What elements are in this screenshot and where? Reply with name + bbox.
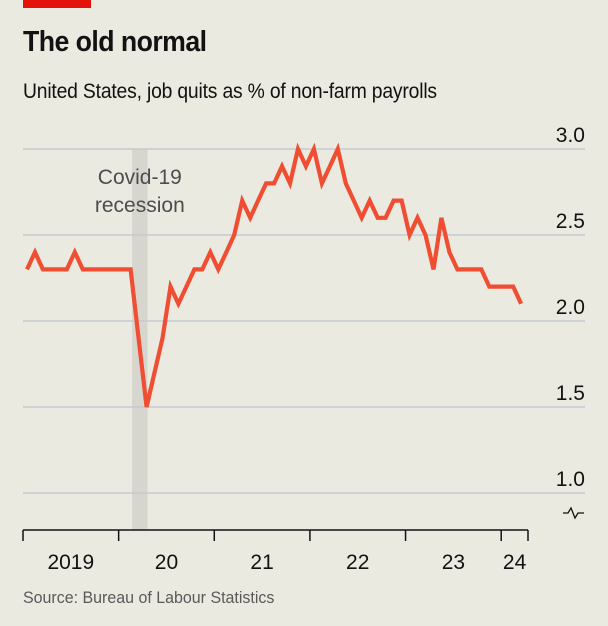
x-tick-label: 20 [155,551,178,574]
y-tick-label: 3.0 [556,124,585,147]
x-tick-label: 22 [346,551,369,574]
chart-title: The old normal [23,26,207,58]
y-tick-label: 1.0 [556,468,585,491]
x-tick-label: 21 [250,551,273,574]
x-tick-label: 2019 [47,551,94,574]
x-tick-label: 24 [503,551,527,574]
brand-tag [23,0,91,8]
source-note: Source: Bureau of Labour Statistics [23,588,275,607]
series-line [25,142,524,408]
x-tick-label: 23 [442,551,465,574]
y-tick-label: 2.5 [556,210,585,233]
recession-label-line-2: recession [95,194,185,217]
axis-break-icon [563,506,584,520]
y-tick-label: 1.5 [556,382,585,405]
y-tick-label: 2.0 [556,296,585,319]
chart-subtitle: United States, job quits as % of non-far… [23,80,437,103]
recession-label-line-1: Covid-19 [98,166,182,189]
